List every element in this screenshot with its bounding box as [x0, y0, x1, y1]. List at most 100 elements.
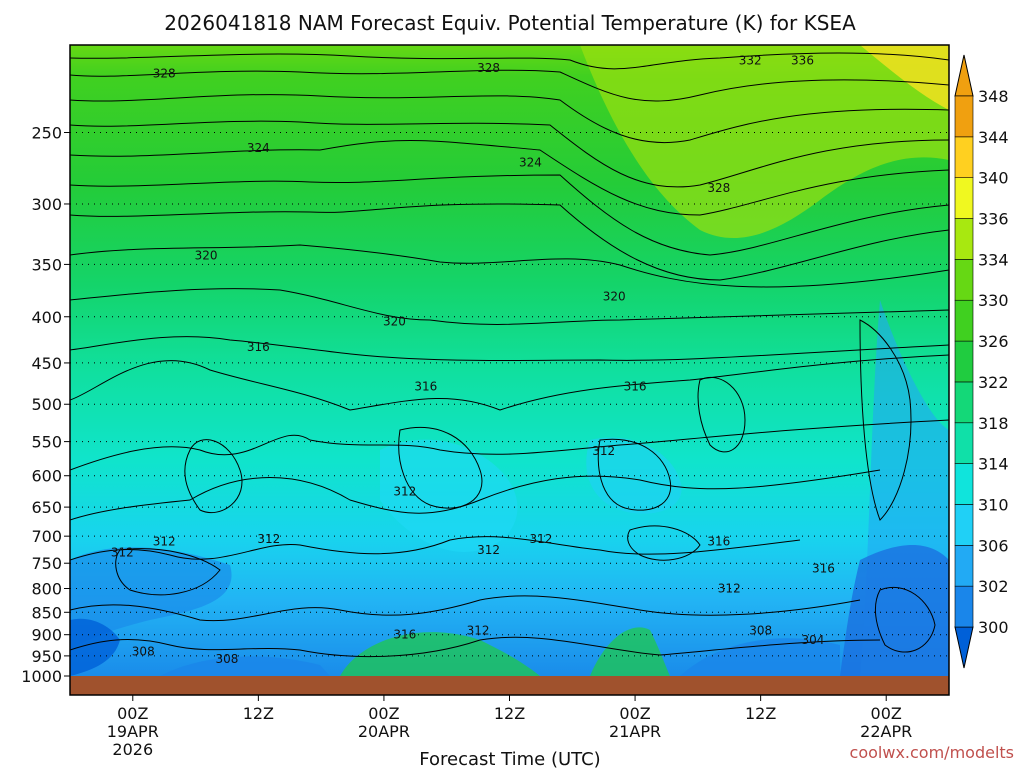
- colorbar-label: 326: [978, 332, 1009, 351]
- colorbar-segment: [954, 340, 974, 383]
- contour-label: 324: [247, 141, 270, 155]
- y-tick-label: 950: [31, 647, 62, 666]
- x-tick-label: 00Z: [871, 704, 902, 723]
- colorbar-label: 344: [978, 128, 1009, 147]
- x-tick-label: 00Z: [619, 704, 650, 723]
- colorbar-label: 336: [978, 210, 1009, 229]
- x-tick-label: 00Z: [368, 704, 399, 723]
- plot-area: 328 328 332 336 324 324 328 320 320 320 316 316 316 3…: [70, 45, 949, 676]
- contour-label: 308: [132, 645, 155, 659]
- colorbar: 300 302 306 310 314 318 322 326 330 334 336 340 344 3…: [954, 54, 1009, 669]
- contour-label: 332: [739, 53, 762, 67]
- colorbar-label: 330: [978, 291, 1009, 310]
- colorbar-segment: [954, 95, 974, 138]
- x-tick-label: 12Z: [745, 704, 776, 723]
- colorbar-bottom-arrow: [954, 626, 974, 669]
- bottom-cool-band-2: [680, 638, 840, 676]
- colorbar-segment: [954, 585, 974, 628]
- contour-label: 312: [467, 623, 490, 637]
- colorbar-segment: [954, 259, 974, 301]
- colorbar-segment: [954, 218, 974, 260]
- colorbar-segment: [954, 136, 974, 178]
- colorbar-label: 300: [978, 618, 1009, 637]
- colorbar-segment: [954, 299, 974, 342]
- y-tick-label: 550: [31, 433, 62, 452]
- contour-label: 316: [624, 380, 647, 394]
- contour-label: 312: [529, 532, 552, 546]
- pressure-gridlines: [70, 131, 949, 657]
- colorbar-label: 314: [978, 455, 1009, 474]
- colorbar-label: 302: [978, 577, 1009, 596]
- x-tick-label: 22APR: [860, 722, 912, 741]
- y-tick-label: 700: [31, 527, 62, 546]
- colorbar-segment: [954, 177, 974, 219]
- y-tick-label: 450: [31, 354, 62, 373]
- x-tick-label: 12Z: [243, 704, 274, 723]
- contour-label: 336: [791, 53, 814, 67]
- chart-title: 2026041818 NAM Forecast Equiv. Potential…: [164, 11, 856, 35]
- x-tick-label: 00Z: [117, 704, 148, 723]
- mid-cyan-region: [380, 439, 518, 552]
- contour-label: 308: [749, 623, 772, 637]
- y-tick-label: 600: [31, 467, 62, 486]
- y-tick-label: 400: [31, 308, 62, 327]
- colorbar-label: 334: [978, 250, 1009, 269]
- y-tick-label: 850: [31, 603, 62, 622]
- contour-lines: [70, 52, 949, 658]
- y-tick-label: 800: [31, 580, 62, 599]
- contour-label: 312: [257, 532, 280, 546]
- x-tick-label: 19APR: [107, 722, 159, 741]
- y-tick-label: 750: [31, 554, 62, 573]
- contour-labels: 328 328 332 336 324 324 328 320 320 320 316 316 316 3…: [111, 53, 835, 666]
- contour-label: 316: [707, 535, 730, 549]
- bottom-cool-band: [160, 656, 330, 676]
- contour-label: 316: [812, 561, 835, 575]
- colorbar-segment: [954, 463, 974, 505]
- contour-label: 320: [383, 315, 406, 329]
- contour-label: 324: [519, 156, 542, 170]
- contour-label: 312: [592, 444, 615, 458]
- colorbar-segment: [954, 381, 974, 424]
- colorbar-label: 340: [978, 169, 1009, 188]
- y-tick-label: 350: [31, 255, 62, 274]
- y-tick-label: 650: [31, 498, 62, 517]
- contour-label: 316: [393, 628, 416, 642]
- colorbar-segment: [954, 545, 974, 587]
- contour-label: 304: [802, 633, 825, 647]
- contour-label: 312: [477, 543, 500, 557]
- y-axis: 250 300 350 400 450 500 550 600 650 700 750 800 850 9…: [21, 123, 70, 686]
- colorbar-label: 348: [978, 87, 1009, 106]
- colorbar-label: 310: [978, 495, 1009, 514]
- colorbar-label: 322: [978, 373, 1009, 392]
- upper-right-warm-region: [580, 45, 949, 239]
- credit-text: coolwx.com/modelts: [850, 743, 1014, 762]
- contour-label: 320: [603, 290, 626, 304]
- lower-right-cool-region: [840, 545, 949, 676]
- colorbar-top-arrow: [954, 54, 974, 97]
- x-axis-label: Forecast Time (UTC): [419, 749, 600, 768]
- x-tick-label: 20APR: [358, 722, 410, 741]
- contour-label: 316: [414, 380, 437, 394]
- x-tick-label: 2026: [112, 740, 153, 759]
- contour-label: 312: [393, 485, 416, 499]
- ground-strip: [70, 676, 949, 695]
- y-tick-label: 1000: [21, 667, 62, 686]
- contour-label: 328: [153, 66, 176, 80]
- y-tick-label: 250: [31, 123, 62, 142]
- contour-label: 328: [707, 181, 730, 195]
- bottom-green-region: [340, 632, 540, 676]
- y-tick-label: 900: [31, 626, 62, 645]
- colorbar-label: 306: [978, 536, 1009, 555]
- y-tick-label: 300: [31, 195, 62, 214]
- x-tick-label: 21APR: [609, 722, 661, 741]
- contour-label: 316: [247, 340, 270, 354]
- colorbar-segment: [954, 422, 974, 464]
- upper-right-hot-region: [860, 45, 949, 110]
- x-tick-label: 12Z: [494, 704, 525, 723]
- left-low-cool-region: [70, 547, 232, 650]
- left-bottom-deep-region: [70, 618, 120, 676]
- colorbar-label: 318: [978, 414, 1009, 433]
- contour-label: 312: [718, 582, 741, 596]
